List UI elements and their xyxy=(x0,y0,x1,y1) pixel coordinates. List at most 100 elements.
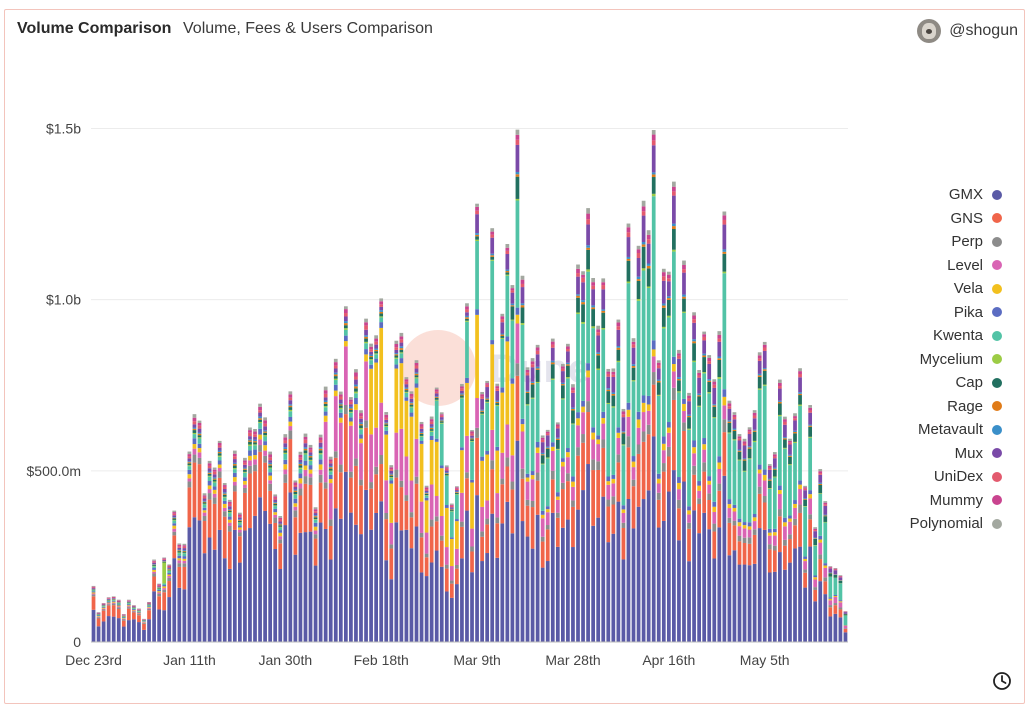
bar-segment xyxy=(217,445,222,448)
bar-segment xyxy=(197,425,202,429)
bar-segment xyxy=(258,434,262,440)
legend-item[interactable]: Mummy xyxy=(910,489,1002,513)
bar-segment xyxy=(636,411,641,420)
legend-item[interactable]: Kwenta xyxy=(910,324,1002,348)
bar-segment xyxy=(379,501,384,642)
bar-segment xyxy=(268,451,273,455)
bar-segment xyxy=(455,493,459,495)
legend-item[interactable]: Vela xyxy=(910,277,1002,301)
bar-segment xyxy=(656,527,661,642)
bar-segment xyxy=(419,426,424,429)
bar-segment xyxy=(238,527,242,530)
chart-subtitle[interactable]: Volume, Fees & Users Comparison xyxy=(183,20,433,37)
bar-segment xyxy=(338,464,343,473)
bar-segment xyxy=(258,416,262,419)
bar-segment xyxy=(803,485,807,488)
bar-segment xyxy=(727,432,732,434)
legend-item[interactable]: Mux xyxy=(910,442,1002,466)
bar-segment xyxy=(460,393,464,395)
bar-segment xyxy=(460,383,464,387)
bar-segment xyxy=(409,512,414,518)
bar-segment xyxy=(818,474,823,483)
legend-item[interactable]: GNS xyxy=(910,207,1002,231)
bar-segment xyxy=(616,362,621,428)
bar-segment xyxy=(439,423,444,466)
bar-segment xyxy=(106,601,111,603)
bar-segment xyxy=(328,519,333,526)
bar-segment xyxy=(227,503,232,507)
bar-segment xyxy=(449,597,454,642)
bar-segment xyxy=(258,497,262,642)
bar-segment xyxy=(525,390,530,392)
bar-segment xyxy=(434,399,439,401)
bar-segment xyxy=(717,377,722,379)
bar-segment xyxy=(515,363,520,376)
bar-segment xyxy=(495,403,500,405)
bar-segment xyxy=(596,329,601,333)
bar-segment xyxy=(369,364,373,369)
bar-segment xyxy=(596,335,601,353)
watermark-text: Dune xyxy=(490,347,590,391)
bar-segment xyxy=(258,445,262,452)
bar-segment xyxy=(646,234,651,240)
bar-segment xyxy=(571,392,575,408)
bar-segment xyxy=(207,537,212,642)
legend-item[interactable]: Level xyxy=(910,254,1002,278)
bar-segment xyxy=(419,532,424,538)
bar-segment xyxy=(303,460,308,466)
bar-segment xyxy=(722,253,727,272)
bar-segment xyxy=(833,569,838,571)
bar-segment xyxy=(783,526,787,540)
bar-segment xyxy=(182,589,187,642)
legend-item[interactable]: Pika xyxy=(910,301,1002,325)
bar-segment xyxy=(126,620,131,642)
bar-segment xyxy=(394,469,399,478)
legend-item[interactable]: Polynomial xyxy=(910,512,1002,536)
bar-segment xyxy=(661,450,666,464)
bar-segment xyxy=(561,482,565,490)
author-badge[interactable]: @shogun xyxy=(917,19,1018,43)
bar-segment xyxy=(91,591,96,593)
legend-item[interactable]: Mycelium xyxy=(910,348,1002,372)
bar-segment xyxy=(349,404,353,407)
bar-segment xyxy=(485,454,490,501)
bar-segment xyxy=(742,537,747,544)
legend-item[interactable]: Cap xyxy=(910,371,1002,395)
bar-segment xyxy=(601,282,606,286)
bar-segment xyxy=(545,561,550,642)
legend-item[interactable]: Perp xyxy=(910,230,1002,254)
bar-segment xyxy=(793,418,797,421)
bar-segment xyxy=(384,414,389,418)
bar-segment xyxy=(485,398,490,400)
bar-segment xyxy=(737,459,742,461)
legend-item[interactable]: Metavault xyxy=(910,418,1002,442)
legend-item[interactable]: UniDex xyxy=(910,465,1002,489)
bar-segment xyxy=(222,500,227,504)
bar-segment xyxy=(767,488,772,489)
bar-segment xyxy=(687,414,691,416)
bar-segment xyxy=(243,464,247,468)
bar-segment xyxy=(767,464,772,466)
bar-segment xyxy=(389,579,394,642)
bar-segment xyxy=(192,417,197,422)
clock-icon[interactable] xyxy=(992,671,1012,691)
bar-segment xyxy=(273,499,278,502)
bar-segment xyxy=(212,477,217,479)
bar-segment xyxy=(167,574,172,577)
bar-segment xyxy=(434,398,439,400)
bar-segment xyxy=(530,398,535,472)
bar-segment xyxy=(369,482,373,489)
bar-segment xyxy=(177,553,182,556)
bar-segment xyxy=(656,473,661,479)
bar-segment xyxy=(126,601,131,602)
bar-segment xyxy=(783,517,787,523)
author-name[interactable]: @shogun xyxy=(949,22,1018,39)
bar-segment xyxy=(152,573,156,577)
bar-segment xyxy=(197,457,202,465)
bar-segment xyxy=(767,488,772,529)
bar-segment xyxy=(137,611,141,612)
bar-segment xyxy=(318,459,323,465)
legend-item[interactable]: Rage xyxy=(910,395,1002,419)
bar-segment xyxy=(525,372,530,376)
legend-item[interactable]: GMX xyxy=(910,183,1002,207)
